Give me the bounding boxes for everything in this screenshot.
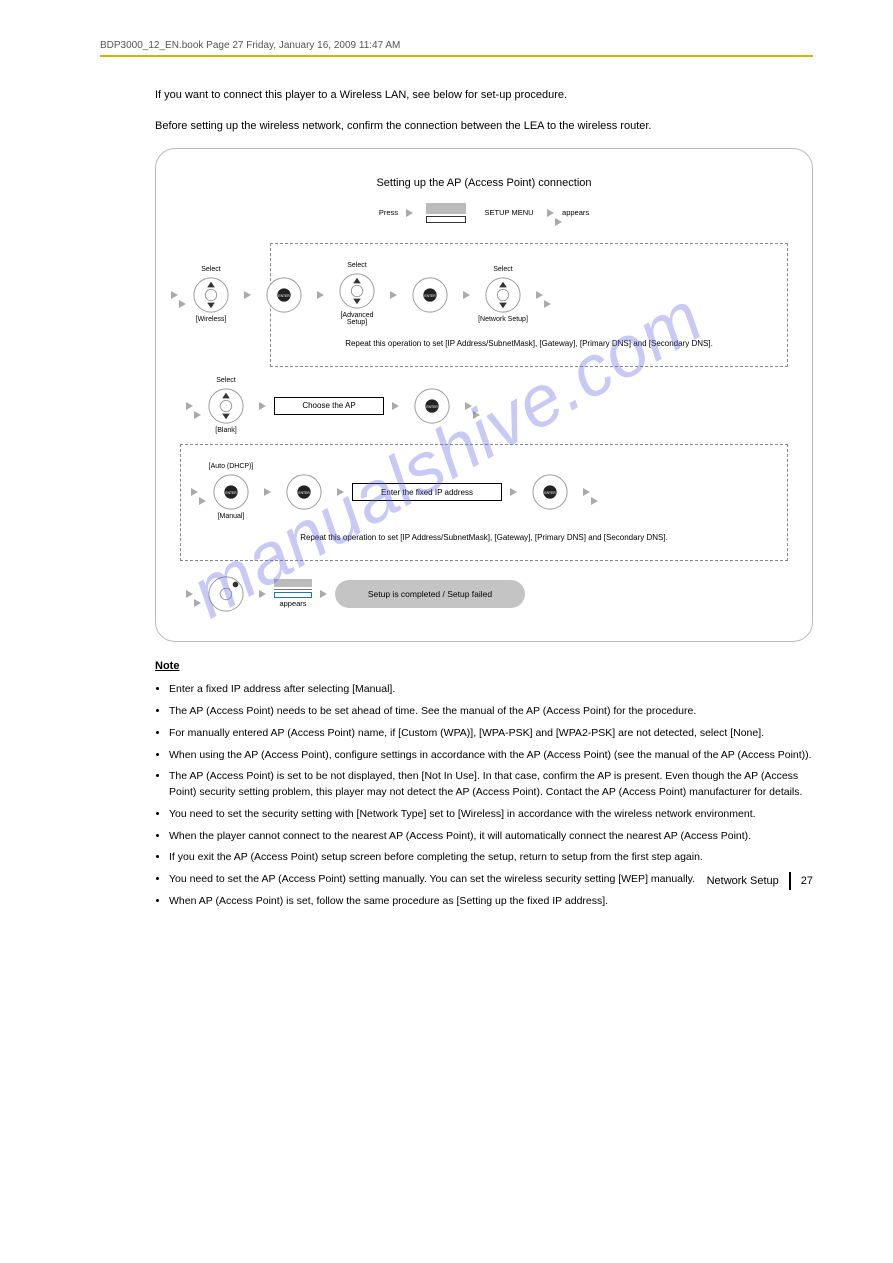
arrow-icon bbox=[406, 209, 413, 217]
remote-enter: ENTER bbox=[279, 473, 329, 511]
panel-title: Setting up the AP (Access Point) connect… bbox=[180, 177, 788, 189]
dashed1-caption: Repeat this operation to set [IP Address… bbox=[281, 339, 777, 348]
result-pill: Setup is completed / Setup failed bbox=[335, 580, 525, 608]
mgr-gray-icon bbox=[274, 579, 312, 587]
arrow-icon bbox=[390, 291, 397, 299]
dashed-group-2: [Auto (DHCP)] ENTER [Manual] ENTER Enter… bbox=[180, 444, 788, 560]
arrow-icon bbox=[186, 590, 193, 598]
note-item: If you exit the AP (Access Point) setup … bbox=[169, 850, 813, 866]
intro-2: Before setting up the wireless network, … bbox=[155, 118, 813, 135]
arrow-icon bbox=[510, 488, 517, 496]
mgr-stack: appears bbox=[274, 579, 312, 608]
note-item: Enter a fixed IP address after selecting… bbox=[169, 682, 813, 698]
mgr-line-icon bbox=[274, 589, 312, 590]
svg-text:ENTER: ENTER bbox=[225, 491, 237, 495]
arrow-icon bbox=[171, 291, 178, 299]
dpad-updown-icon bbox=[207, 387, 245, 425]
note-item: When AP (Access Point) is set, follow th… bbox=[169, 894, 813, 910]
dpad-updown-icon bbox=[338, 272, 376, 310]
setup-menu-label: SETUP MENU bbox=[479, 209, 539, 217]
arrow-icon bbox=[337, 488, 344, 496]
remote-select: Select [Wireless] bbox=[186, 266, 236, 323]
wl-rect-icon bbox=[426, 216, 466, 223]
arrow-icon bbox=[392, 402, 399, 410]
arrow-icon bbox=[583, 488, 590, 496]
dpad-updown-icon bbox=[192, 276, 230, 314]
arrow-icon bbox=[317, 291, 324, 299]
dashed1-row: Select [Wireless] ENTER Select [Advanced… bbox=[281, 262, 777, 327]
page-footer: Network Setup 27 bbox=[707, 872, 813, 890]
ap-choose-box: Choose the AP bbox=[274, 397, 384, 415]
intro-1: If you want to connect this player to a … bbox=[155, 87, 813, 104]
note-item: For manually entered AP (Access Point) n… bbox=[169, 726, 813, 742]
dpad-enter-icon: ENTER bbox=[531, 473, 569, 511]
svg-text:ENTER: ENTER bbox=[424, 293, 436, 297]
svg-text:ENTER: ENTER bbox=[544, 491, 556, 495]
svg-text:ENTER: ENTER bbox=[426, 405, 438, 409]
menu-button-stack bbox=[421, 203, 471, 223]
setup-panel: Setting up the AP (Access Point) connect… bbox=[155, 148, 813, 642]
remote-back bbox=[201, 575, 251, 613]
arrow-icon bbox=[191, 488, 198, 496]
svg-text:ENTER: ENTER bbox=[278, 293, 290, 297]
note-item: The AP (Access Point) needs to be set ah… bbox=[169, 704, 813, 720]
header-left: BDP3000_12_EN.book Page 27 Friday, Janua… bbox=[100, 40, 400, 51]
arrow-icon bbox=[465, 402, 472, 410]
dpad-enter-icon: ENTER bbox=[212, 473, 250, 511]
remote-enter: ENTER bbox=[405, 276, 455, 314]
remote-select: Select [Network Setup] bbox=[478, 266, 528, 323]
remote-enter: [Auto (DHCP)] ENTER [Manual] bbox=[206, 463, 256, 520]
dpad-updown-icon bbox=[484, 276, 522, 314]
remote-enter: ENTER bbox=[259, 276, 309, 314]
mid-row: Select [Blank] Choose the AP ENTER bbox=[186, 377, 788, 434]
note-item: When using the AP (Access Point), config… bbox=[169, 748, 813, 764]
dpad-back-icon bbox=[207, 575, 245, 613]
header-rule bbox=[100, 55, 813, 57]
appears-label: appears bbox=[562, 209, 589, 217]
arrow-icon bbox=[186, 402, 193, 410]
arrow-icon bbox=[259, 590, 266, 598]
enter-ip-box: Enter the fixed IP address bbox=[352, 483, 502, 501]
note-header: Note bbox=[155, 660, 813, 672]
footer-bar bbox=[789, 872, 791, 890]
menu-button-icon bbox=[426, 203, 466, 214]
dpad-enter-icon: ENTER bbox=[285, 473, 323, 511]
dpad-enter-icon: ENTER bbox=[265, 276, 303, 314]
note-item: You need to set the security setting wit… bbox=[169, 807, 813, 823]
dpad-enter-icon: ENTER bbox=[411, 276, 449, 314]
arrow-icon bbox=[547, 209, 554, 217]
arrow-icon bbox=[463, 291, 470, 299]
press-label: Press bbox=[379, 209, 398, 217]
dashed2-row: [Auto (DHCP)] ENTER [Manual] ENTER Enter… bbox=[191, 463, 777, 520]
page-number: 27 bbox=[801, 875, 813, 887]
arrow-icon bbox=[264, 488, 271, 496]
dashed-group-1: Select [Wireless] ENTER Select [Advanced… bbox=[270, 243, 788, 367]
arrow-icon bbox=[259, 402, 266, 410]
appears-label: appears bbox=[279, 600, 306, 608]
mgr-blue-icon bbox=[274, 592, 312, 598]
remote-select: Select [Advanced Setup] bbox=[332, 262, 382, 327]
arrow-icon bbox=[320, 590, 327, 598]
svg-text:ENTER: ENTER bbox=[298, 491, 310, 495]
arrow-icon bbox=[244, 291, 251, 299]
remote-enter: ENTER bbox=[407, 387, 457, 425]
row-press-menu: Press SETUP MENU appears bbox=[180, 203, 788, 223]
remote-select: Select [Blank] bbox=[201, 377, 251, 434]
footer-label: Network Setup bbox=[707, 875, 779, 887]
dashed2-caption: Repeat this operation to set [IP Address… bbox=[191, 533, 777, 542]
note-item: The AP (Access Point) is set to be not d… bbox=[169, 769, 813, 801]
final-row: appears Setup is completed / Setup faile… bbox=[186, 575, 788, 613]
note-item: When the player cannot connect to the ne… bbox=[169, 829, 813, 845]
remote-enter: ENTER bbox=[525, 473, 575, 511]
dpad-enter-icon: ENTER bbox=[413, 387, 451, 425]
arrow-icon bbox=[536, 291, 543, 299]
